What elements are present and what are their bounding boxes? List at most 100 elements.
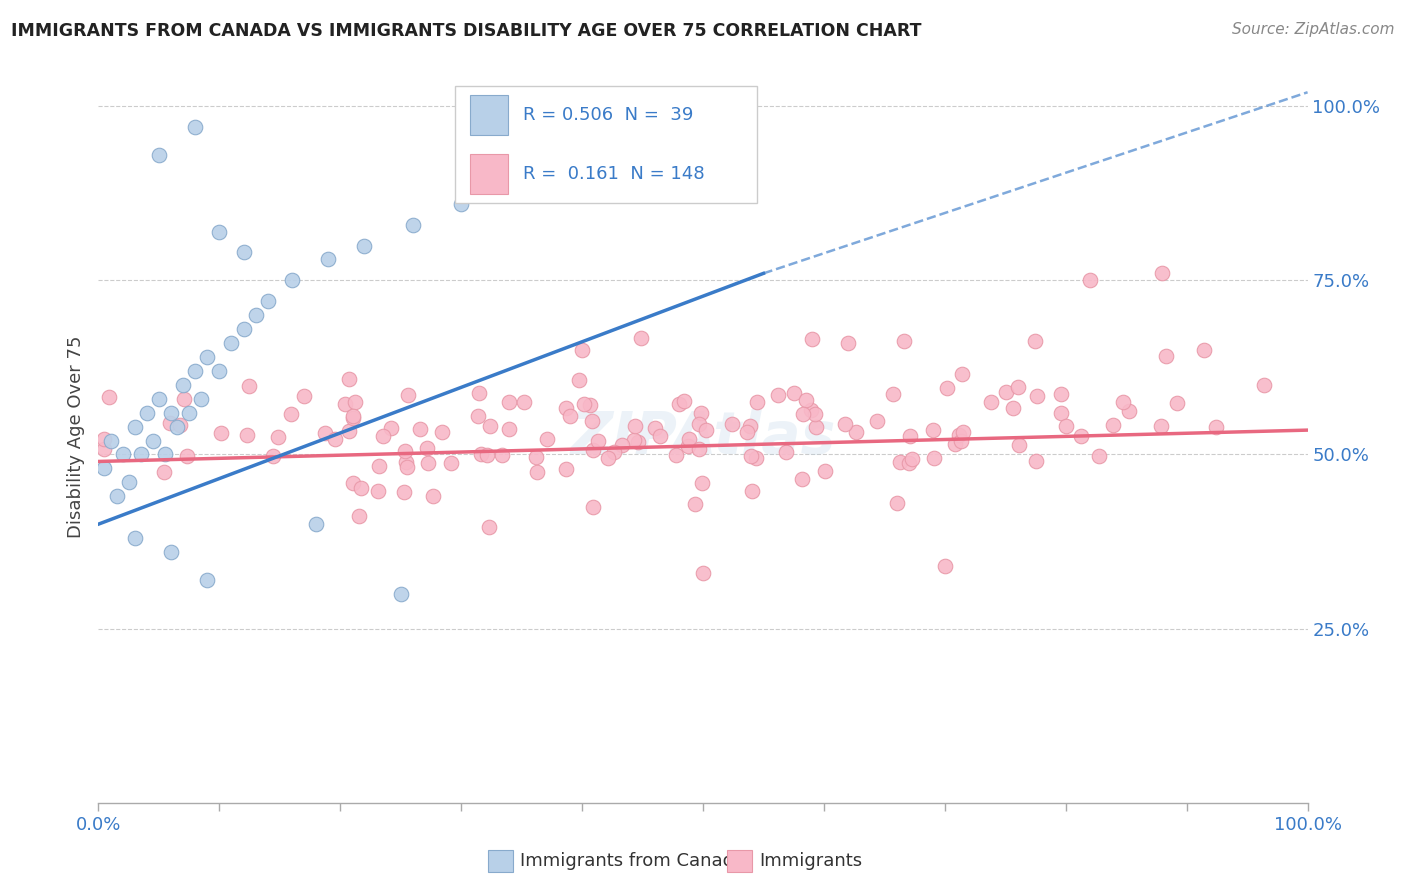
Point (558, 409, 581, 423)
Point (323, 432, 346, 446)
Point (644, 421, 666, 435)
Point (893, 334, 915, 348)
Point (280, 407, 302, 421)
Point (468, 385, 491, 400)
Point (1002, 401, 1025, 416)
Point (741, 483, 763, 498)
Point (342, 409, 364, 423)
Point (129, 448, 152, 462)
Point (396, 459, 419, 474)
Point (834, 417, 856, 431)
Point (792, 408, 814, 422)
Point (479, 418, 502, 433)
Point (98, 391, 121, 405)
Point (333, 397, 356, 411)
Point (267, 430, 290, 444)
Point (1088, 449, 1111, 463)
Point (581, 443, 603, 458)
Point (409, 422, 432, 436)
Point (678, 433, 700, 447)
Point (572, 397, 595, 411)
Point (166, 419, 188, 434)
Point (343, 395, 366, 409)
Point (418, 456, 440, 470)
Point (800, 403, 823, 417)
Point (159, 417, 181, 431)
Point (1253, 377, 1275, 392)
Point (685, 497, 707, 511)
Point (402, 218, 425, 232)
Point (921, 423, 943, 437)
Point (690, 475, 713, 490)
Point (898, 456, 921, 470)
Point (339, 372, 361, 386)
Point (568, 373, 591, 387)
Point (948, 428, 970, 442)
Point (745, 451, 768, 466)
Point (898, 429, 921, 443)
Point (1050, 406, 1073, 420)
Point (555, 461, 578, 475)
Point (866, 414, 889, 428)
Point (1070, 429, 1092, 443)
Point (882, 387, 904, 401)
Point (1152, 266, 1174, 280)
Point (664, 448, 686, 462)
Point (796, 393, 818, 408)
Point (111, 448, 134, 462)
Point (148, 392, 170, 406)
Point (314, 425, 336, 440)
Point (1102, 417, 1125, 432)
Point (510, 169, 533, 183)
Point (262, 450, 284, 464)
Point (889, 455, 911, 469)
Point (579, 398, 602, 412)
Point (1118, 404, 1140, 418)
Point (440, 456, 463, 470)
Point (498, 422, 520, 436)
Point (316, 252, 339, 267)
Point (1205, 420, 1227, 434)
Point (740, 450, 762, 464)
Point (738, 418, 761, 433)
Point (1112, 395, 1135, 409)
Point (934, 558, 956, 573)
Point (153, 448, 176, 462)
Point (184, 364, 207, 378)
Point (148, 148, 170, 162)
Point (513, 394, 536, 409)
Point (1078, 273, 1101, 287)
Point (195, 350, 218, 364)
Point (470, 447, 492, 461)
Point (924, 451, 946, 466)
Point (467, 409, 489, 423)
Point (93, 442, 115, 456)
Point (305, 517, 328, 532)
Point (623, 433, 645, 447)
Point (571, 155, 593, 169)
Point (176, 450, 198, 464)
Point (901, 452, 924, 467)
Point (720, 417, 742, 432)
Point (142, 434, 165, 448)
Point (209, 425, 232, 440)
Point (790, 472, 813, 486)
Point (172, 377, 194, 392)
Point (1007, 380, 1029, 394)
Point (935, 380, 957, 394)
Point (801, 332, 824, 346)
Point (630, 331, 652, 345)
Point (775, 445, 797, 459)
Point (650, 428, 672, 442)
Point (475, 448, 498, 462)
Text: ZIPAtlas: ZIPAtlas (571, 409, 835, 466)
FancyBboxPatch shape (456, 86, 758, 203)
Point (1150, 419, 1173, 434)
Point (814, 464, 837, 478)
Point (837, 336, 859, 351)
Point (160, 406, 183, 420)
Text: R = 0.506  N =  39: R = 0.506 N = 39 (523, 106, 693, 124)
Point (396, 388, 419, 402)
Point (238, 379, 260, 393)
Point (292, 389, 315, 403)
